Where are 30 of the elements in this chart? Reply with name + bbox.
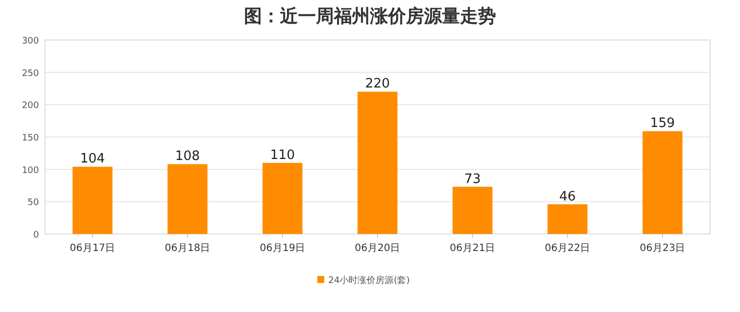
bar bbox=[452, 186, 492, 234]
data-label: 110 bbox=[270, 148, 295, 163]
y-tick-label: 250 bbox=[22, 68, 40, 79]
bar bbox=[168, 164, 208, 234]
y-tick-label: 300 bbox=[22, 36, 40, 46]
y-tick-label: 200 bbox=[22, 101, 40, 112]
data-label: 220 bbox=[365, 76, 390, 92]
bar bbox=[262, 162, 302, 234]
x-tick-label: 06月18日 bbox=[164, 243, 210, 254]
data-label: 159 bbox=[650, 116, 675, 132]
data-label: 104 bbox=[80, 152, 105, 167]
x-tick-label: 06月22日 bbox=[544, 243, 590, 254]
x-tick-label: 06月20日 bbox=[354, 243, 400, 254]
data-label: 108 bbox=[175, 149, 200, 164]
y-tick-label: 100 bbox=[22, 166, 40, 176]
data-label: 46 bbox=[559, 189, 576, 204]
legend-label: 24小时涨价房源(套) bbox=[328, 275, 410, 286]
x-tick-label: 06月23日 bbox=[640, 243, 686, 254]
bar bbox=[358, 92, 398, 234]
x-tick-label: 06月17日 bbox=[70, 243, 116, 254]
y-tick-label: 150 bbox=[22, 134, 40, 144]
bar bbox=[642, 131, 682, 234]
x-tick-label: 06月21日 bbox=[450, 243, 496, 254]
y-tick-label: 0 bbox=[33, 230, 40, 240]
bar bbox=[72, 166, 112, 234]
y-tick-label: 50 bbox=[28, 198, 40, 208]
bar bbox=[548, 204, 588, 234]
data-label: 73 bbox=[464, 172, 481, 187]
chart-title: 图：近一周福州涨价房源量走势 bbox=[244, 6, 496, 27]
x-tick-label: 06月19日 bbox=[260, 243, 306, 254]
